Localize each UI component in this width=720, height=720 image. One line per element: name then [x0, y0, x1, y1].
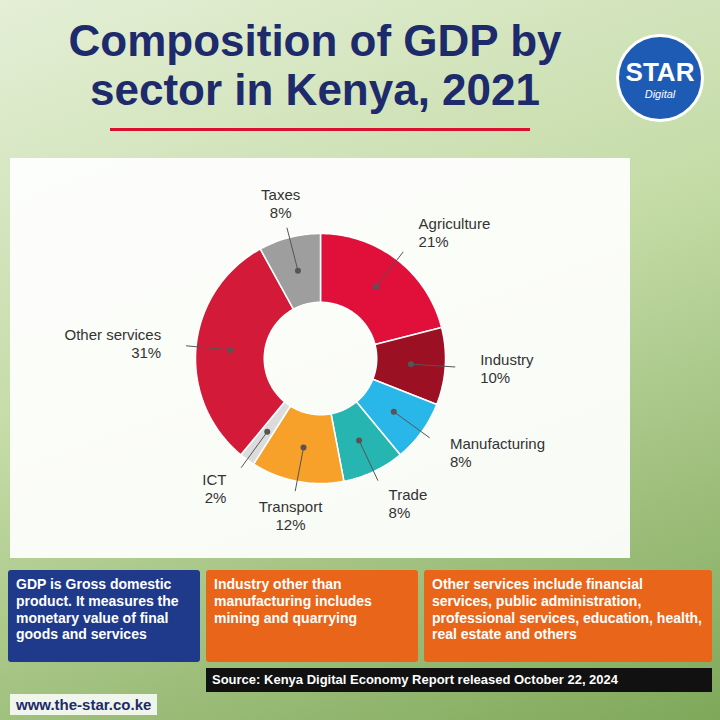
- svg-text:Industry10%: Industry10%: [480, 351, 534, 386]
- html-text:Other services include financi: Other services include financial service…: [432, 576, 702, 643]
- html-text:Digital: Digital: [644, 88, 676, 100]
- html-text:www.the-star.co.ke: www.the-star.co.ke: [16, 696, 152, 713]
- html-text:Source: Kenya Digital Economy: Source: Kenya Digital Economy Report rel…: [212, 672, 618, 687]
- svg-text:Other services31%: Other services31%: [65, 326, 162, 361]
- svg-text:Manufacturing8%: Manufacturing8%: [450, 435, 545, 470]
- html-text:GDP is Gross domestic product.: GDP is Gross domestic product. It measur…: [16, 576, 179, 643]
- svg-text:Agriculture21%: Agriculture21%: [419, 215, 491, 250]
- html-text:STAR: STAR: [625, 57, 695, 87]
- svg-text:Transport12%: Transport12%: [259, 498, 323, 533]
- svg-text:ICT2%: ICT2%: [202, 471, 226, 506]
- html-text:Industry other than manufactur: Industry other than manufacturing includ…: [214, 576, 372, 626]
- svg-text:Trade8%: Trade8%: [389, 486, 428, 521]
- html-text:Composition of GDP by sector i: Composition of GDP by sector in Kenya, 2…: [68, 16, 562, 115]
- svg-text:Taxes8%: Taxes8%: [261, 186, 300, 221]
